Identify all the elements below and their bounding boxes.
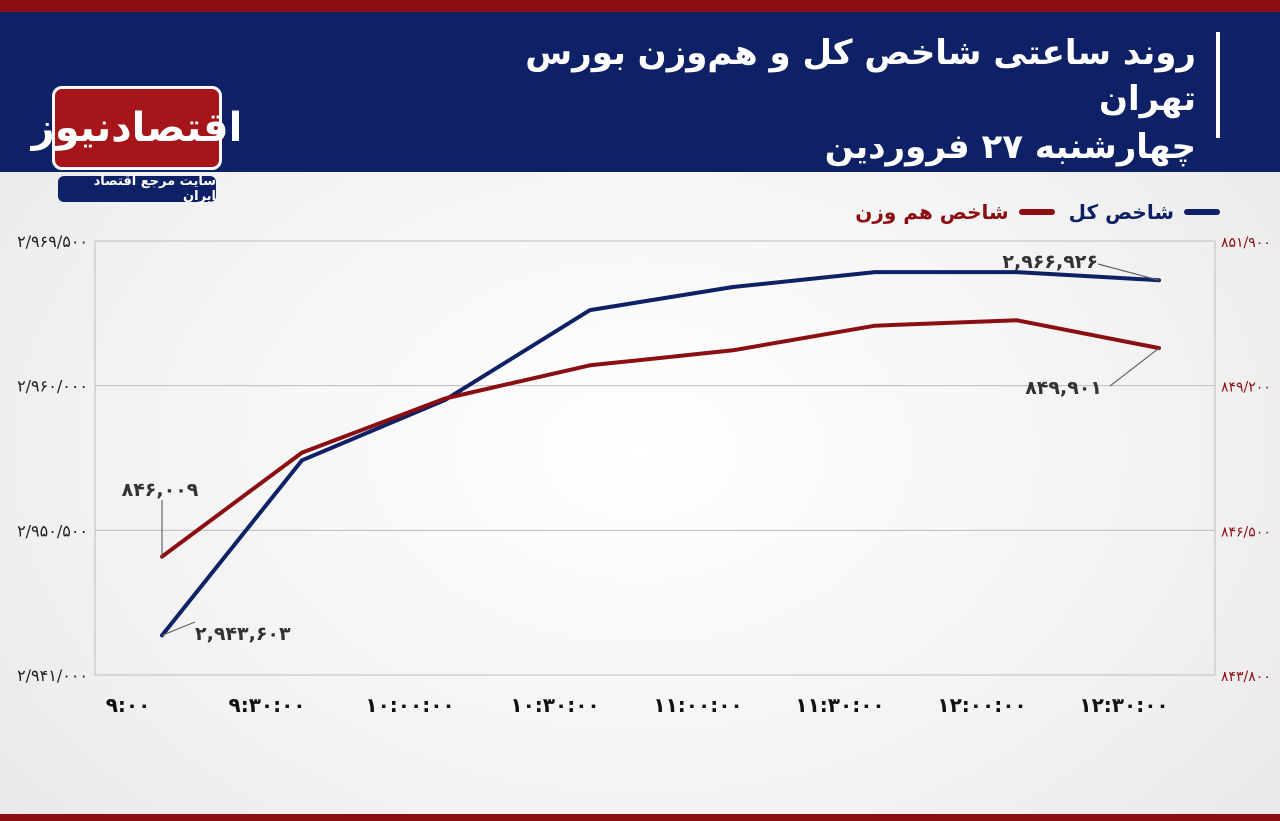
series-line-equal-weight bbox=[160, 318, 1161, 559]
left-axis-tick-label: ۲/۹۵۰/۵۰۰ bbox=[17, 521, 88, 540]
series-line-main-index bbox=[160, 270, 1161, 638]
plot-area-border bbox=[94, 240, 1216, 676]
data-label: ۲,۹۶۶,۹۲۶ bbox=[1002, 251, 1098, 273]
brand-tagline: سایت مرجع اقتصاد ایران bbox=[58, 174, 216, 204]
brand-logo: اقتصادنیوز bbox=[32, 86, 242, 170]
x-axis-tick-label: ۱۰:۰۰:۰۰ bbox=[365, 693, 454, 717]
top-accent-strip bbox=[0, 0, 1280, 12]
x-axis-tick-label: ۹:۰۰ bbox=[106, 693, 151, 717]
title-divider-bar bbox=[1216, 32, 1220, 138]
right-axis-tick-label: ۸۵۱/۹۰۰ bbox=[1221, 235, 1271, 251]
legend-item-main-index: شاخص کل bbox=[1069, 200, 1220, 224]
x-axis-tick-label: ۱۱:۳۰:۰۰ bbox=[795, 693, 884, 717]
right-axis-tick-label: ۸۴۶/۵۰۰ bbox=[1221, 524, 1271, 540]
x-axis-tick-label: ۱۰:۳۰:۰۰ bbox=[510, 693, 599, 717]
legend-swatch-equal-weight bbox=[1018, 209, 1055, 215]
legend-label-equal-weight: شاخص هم وزن bbox=[855, 200, 1009, 224]
data-label: ۸۴۶,۰۰۹ bbox=[122, 479, 199, 501]
left-axis-tick-label: ۲/۹۶۰/۰۰۰ bbox=[17, 377, 88, 396]
annotation-leader-line bbox=[1109, 347, 1160, 387]
annotation-leader-line bbox=[161, 621, 196, 636]
right-axis-tick-label: ۸۴۹/۲۰۰ bbox=[1221, 380, 1271, 396]
legend-label-main-index: شاخص کل bbox=[1068, 200, 1174, 224]
right-axis-tick-label: ۸۴۳/۸۰۰ bbox=[1221, 669, 1271, 685]
legend-item-equal-weight: شاخص هم وزن bbox=[855, 200, 1055, 224]
data-label: ۲,۹۴۳,۶۰۳ bbox=[195, 623, 291, 645]
chart-title: روند ساعتی شاخص کل و هم‌وزن بورس تهران چ… bbox=[436, 30, 1196, 172]
x-axis-tick-label: ۱۱:۰۰:۰۰ bbox=[653, 693, 742, 717]
left-axis-tick-label: ۲/۹۶۹/۵۰۰ bbox=[17, 232, 88, 251]
chart-legend: شاخص کل شاخص هم وزن bbox=[855, 200, 1220, 224]
bottom-accent-strip bbox=[0, 814, 1280, 821]
left-axis-tick-label: ۲/۹۴۱/۰۰۰ bbox=[17, 666, 88, 685]
legend-swatch-main-index bbox=[1184, 209, 1220, 215]
x-axis-tick-label: ۹:۳۰:۰۰ bbox=[228, 693, 305, 717]
annotation-leader-line bbox=[1097, 263, 1160, 281]
data-label: ۸۴۹,۹۰۱ bbox=[1025, 377, 1102, 399]
x-axis-tick-label: ۱۲:۳۰:۰۰ bbox=[1079, 693, 1168, 717]
chart-subtitle-date: چهارشنبه ۲۷ فروردین bbox=[824, 127, 1196, 167]
x-axis-tick-label: ۱۲:۰۰:۰۰ bbox=[937, 693, 1026, 717]
chart-title-line1: روند ساعتی شاخص کل و هم‌وزن بورس تهران bbox=[525, 33, 1196, 119]
